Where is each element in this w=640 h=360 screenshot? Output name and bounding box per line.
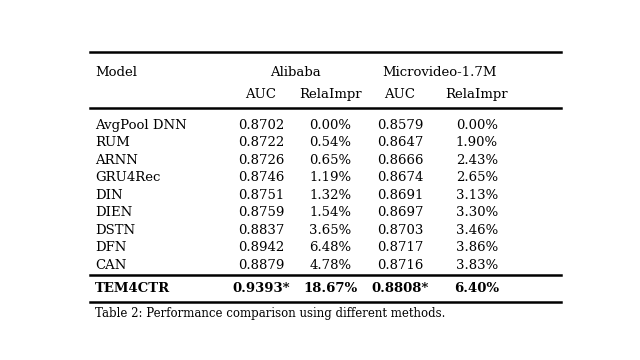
Text: 0.8746: 0.8746	[238, 171, 284, 184]
Text: 0.8647: 0.8647	[377, 136, 423, 149]
Text: AvgPool DNN: AvgPool DNN	[95, 119, 187, 132]
Text: 0.8674: 0.8674	[377, 171, 423, 184]
Text: Table 2: Performance comparison using different methods.: Table 2: Performance comparison using di…	[95, 307, 445, 320]
Text: 0.8726: 0.8726	[238, 154, 284, 167]
Text: CAN: CAN	[95, 258, 126, 271]
Text: 3.65%: 3.65%	[309, 224, 351, 237]
Text: 0.00%: 0.00%	[456, 119, 498, 132]
Text: 0.8579: 0.8579	[377, 119, 423, 132]
Text: 1.90%: 1.90%	[456, 136, 498, 149]
Text: 0.8691: 0.8691	[377, 189, 423, 202]
Text: 3.83%: 3.83%	[456, 258, 498, 271]
Text: Microvideo-1.7M: Microvideo-1.7M	[382, 66, 497, 79]
Text: DIEN: DIEN	[95, 206, 132, 219]
Text: 18.67%: 18.67%	[303, 282, 358, 295]
Text: 3.86%: 3.86%	[456, 241, 498, 254]
Text: 1.54%: 1.54%	[310, 206, 351, 219]
Text: 0.8759: 0.8759	[238, 206, 284, 219]
Text: 0.8808*: 0.8808*	[371, 282, 429, 295]
Text: 3.30%: 3.30%	[456, 206, 498, 219]
Text: 6.40%: 6.40%	[454, 282, 499, 295]
Text: AUC: AUC	[385, 88, 415, 101]
Text: Alibaba: Alibaba	[270, 66, 321, 79]
Text: 0.8722: 0.8722	[238, 136, 284, 149]
Text: 0.8702: 0.8702	[238, 119, 284, 132]
Text: 0.8751: 0.8751	[238, 189, 284, 202]
Text: 0.8837: 0.8837	[238, 224, 284, 237]
Text: 0.8716: 0.8716	[377, 258, 423, 271]
Text: 3.46%: 3.46%	[456, 224, 498, 237]
Text: ARNN: ARNN	[95, 154, 138, 167]
Text: 1.32%: 1.32%	[309, 189, 351, 202]
Text: DSTN: DSTN	[95, 224, 135, 237]
Text: 0.8717: 0.8717	[377, 241, 423, 254]
Text: Model: Model	[95, 67, 137, 80]
Text: RelaImpr: RelaImpr	[299, 88, 362, 101]
Text: GRU4Rec: GRU4Rec	[95, 171, 160, 184]
Text: DIN: DIN	[95, 189, 122, 202]
Text: 0.8697: 0.8697	[377, 206, 423, 219]
Text: 6.48%: 6.48%	[309, 241, 351, 254]
Text: 2.65%: 2.65%	[456, 171, 498, 184]
Text: 0.8703: 0.8703	[377, 224, 423, 237]
Text: 4.78%: 4.78%	[309, 258, 351, 271]
Text: AUC: AUC	[246, 88, 276, 101]
Text: 3.13%: 3.13%	[456, 189, 498, 202]
Text: 1.19%: 1.19%	[309, 171, 351, 184]
Text: 0.65%: 0.65%	[309, 154, 351, 167]
Text: 0.9393*: 0.9393*	[232, 282, 290, 295]
Text: 0.8879: 0.8879	[238, 258, 284, 271]
Text: 0.54%: 0.54%	[310, 136, 351, 149]
Text: RUM: RUM	[95, 136, 130, 149]
Text: 0.00%: 0.00%	[310, 119, 351, 132]
Text: TEM4CTR: TEM4CTR	[95, 282, 170, 295]
Text: 2.43%: 2.43%	[456, 154, 498, 167]
Text: DFN: DFN	[95, 241, 126, 254]
Text: RelaImpr: RelaImpr	[445, 88, 508, 101]
Text: 0.8666: 0.8666	[377, 154, 423, 167]
Text: 0.8942: 0.8942	[238, 241, 284, 254]
